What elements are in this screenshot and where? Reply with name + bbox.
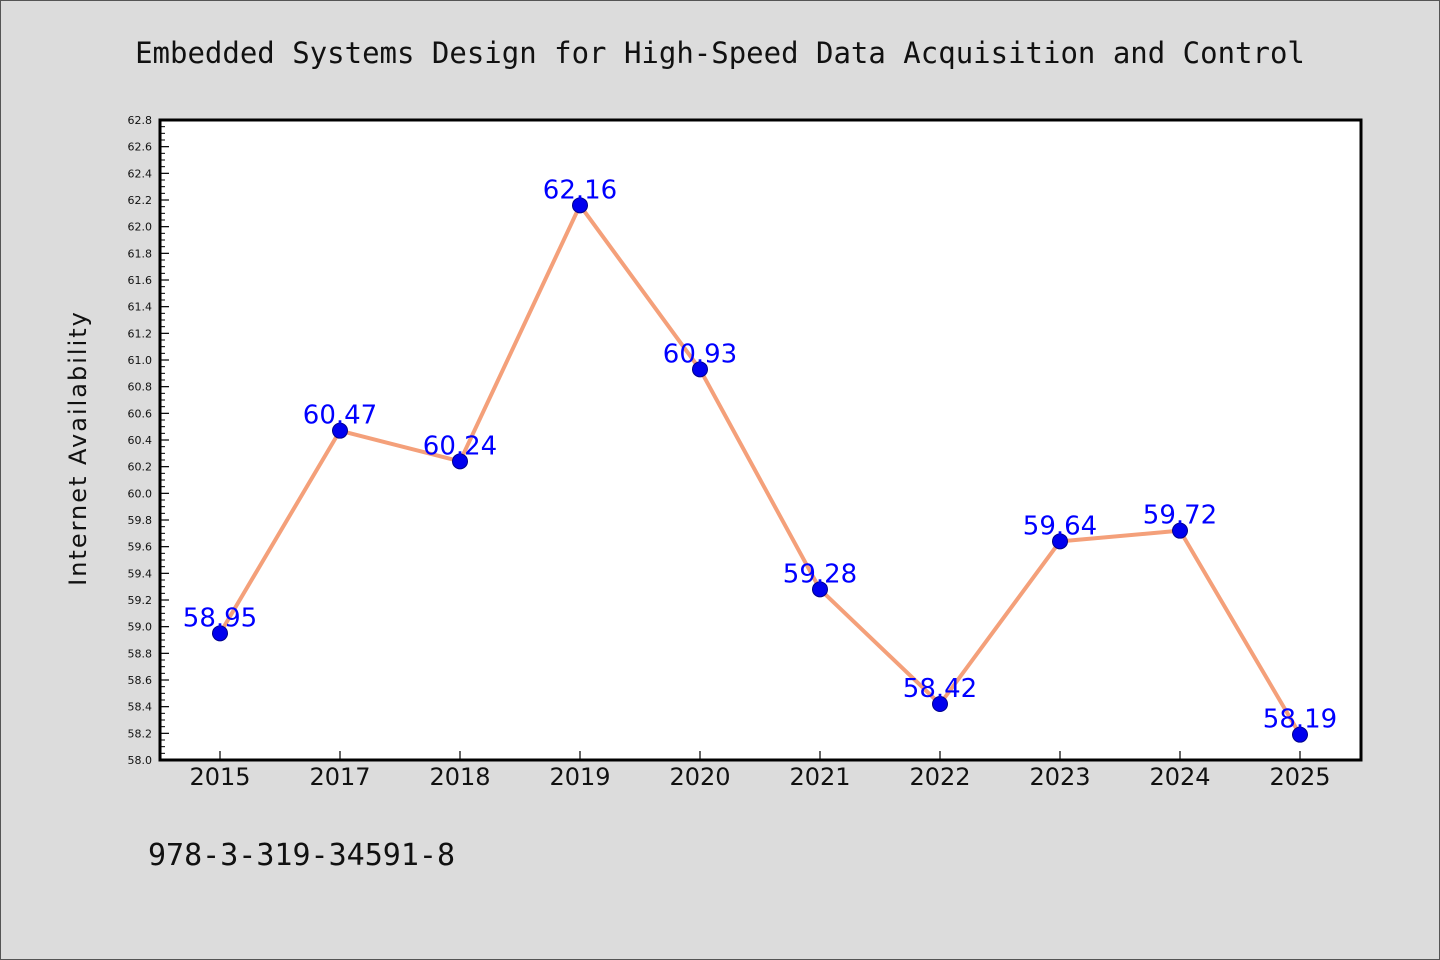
y-tick-label: 59.0 bbox=[128, 621, 153, 634]
y-tick-label: 61.4 bbox=[128, 301, 153, 314]
y-tick-label: 61.8 bbox=[128, 247, 153, 260]
isbn-text: 978-3-319-34591-8 bbox=[148, 838, 455, 873]
data-point-label: 58.42 bbox=[903, 674, 977, 704]
data-point-marker bbox=[332, 422, 348, 439]
x-axis: 2015 2017 2018 2019 2020 2021 2022 2023 2024 2025 bbox=[189, 751, 1331, 791]
series-line bbox=[218, 203, 1302, 736]
y-tick-label: 61.2 bbox=[128, 327, 153, 340]
y-tick-label: 60.6 bbox=[128, 407, 153, 420]
y-tick-label: 59.2 bbox=[128, 594, 153, 607]
data-point-marker bbox=[812, 581, 828, 598]
x-tick-label: 2020 bbox=[669, 763, 730, 791]
y-tick-label: 62.0 bbox=[128, 221, 153, 234]
y-tick-label: 62.4 bbox=[128, 167, 153, 180]
data-point-label: 59.64 bbox=[1023, 511, 1097, 541]
data-point-marker bbox=[692, 361, 708, 378]
x-tick-label: 2015 bbox=[189, 763, 250, 791]
x-tick-label: 2021 bbox=[789, 763, 850, 791]
y-tick-label: 58.2 bbox=[128, 727, 153, 740]
data-point-marker bbox=[1052, 533, 1068, 550]
data-point-label: 58.19 bbox=[1263, 705, 1337, 735]
data-point-label: 60.93 bbox=[663, 339, 737, 369]
plot-area bbox=[160, 120, 1361, 760]
x-tick-label: 2023 bbox=[1029, 763, 1090, 791]
plot-frame bbox=[158, 118, 1363, 762]
x-tick-label: 2024 bbox=[1149, 763, 1210, 791]
y-tick-label: 59.4 bbox=[128, 567, 153, 580]
y-tick-label: 58.4 bbox=[128, 701, 153, 714]
y-tick-label: 58.0 bbox=[128, 754, 153, 767]
y-tick-label: 61.0 bbox=[128, 354, 153, 367]
y-tick-label: 62.6 bbox=[128, 141, 153, 154]
y-tick-label: 60.0 bbox=[128, 487, 153, 500]
y-tick-label: 58.6 bbox=[128, 674, 153, 687]
y-axis-label: Internet Availability bbox=[64, 310, 92, 586]
data-point-marker bbox=[212, 625, 228, 642]
x-tick-label: 2017 bbox=[309, 763, 370, 791]
y-tick-label: 60.4 bbox=[128, 434, 153, 447]
y-tick-label: 61.6 bbox=[128, 274, 153, 287]
x-tick-label: 2018 bbox=[429, 763, 490, 791]
data-point-label: 62.16 bbox=[543, 175, 617, 205]
x-tick-label: 2019 bbox=[549, 763, 610, 791]
data-point-marker bbox=[572, 197, 588, 214]
data-point-marker bbox=[1292, 726, 1308, 743]
data-point-label: 59.72 bbox=[1143, 501, 1217, 531]
y-tick-label: 59.6 bbox=[128, 541, 153, 554]
x-tick-label: 2022 bbox=[909, 763, 970, 791]
y-tick-label: 60.2 bbox=[128, 461, 153, 474]
data-point-label: 60.24 bbox=[423, 431, 497, 461]
data-point-label: 60.47 bbox=[303, 401, 377, 431]
data-labels-group: 58.95 60.47 60.24 62.16 60.93 59.28 58.42 59.64… bbox=[183, 175, 1337, 734]
data-point-marker bbox=[1172, 522, 1188, 539]
data-point-label: 59.28 bbox=[783, 559, 857, 589]
y-tick-label: 58.8 bbox=[128, 647, 153, 660]
y-tick-label: 59.8 bbox=[128, 514, 153, 527]
y-tick-label: 62.8 bbox=[128, 114, 153, 127]
chart-title: Embedded Systems Design for High-Speed D… bbox=[135, 36, 1305, 70]
data-point-marker bbox=[932, 696, 948, 712]
y-tick-label: 62.2 bbox=[128, 194, 153, 207]
data-point-marker bbox=[452, 453, 468, 470]
series-line-group bbox=[212, 197, 1308, 743]
x-tick-label: 2025 bbox=[1269, 763, 1330, 791]
data-point-label: 58.95 bbox=[183, 603, 257, 633]
y-tick-label: 60.8 bbox=[128, 381, 153, 394]
